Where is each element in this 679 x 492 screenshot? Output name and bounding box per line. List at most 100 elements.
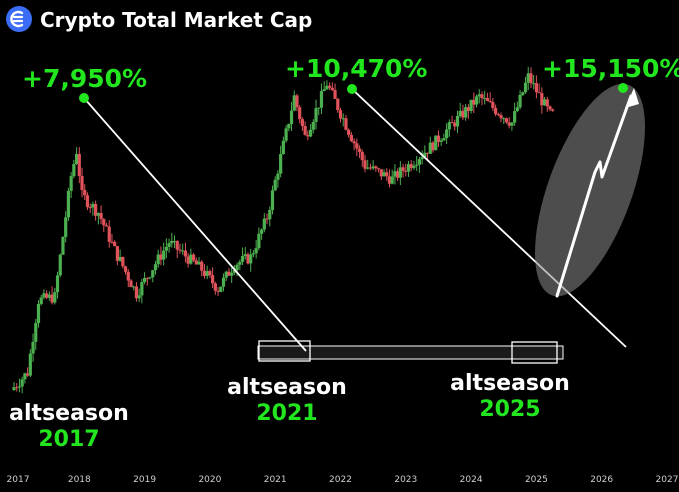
candle-body bbox=[69, 176, 73, 191]
peak-marker-2018 bbox=[79, 93, 89, 103]
header: Crypto Total Market Cap bbox=[6, 6, 312, 32]
candle-body bbox=[102, 219, 106, 226]
candle-body bbox=[352, 141, 356, 144]
altseason-label-2025: altseason bbox=[450, 371, 570, 396]
candle-body bbox=[137, 295, 141, 299]
candle-body bbox=[344, 118, 348, 130]
candle-body bbox=[477, 94, 481, 97]
candle-body bbox=[80, 175, 84, 190]
candle-body bbox=[107, 226, 111, 242]
candle-body bbox=[328, 85, 332, 88]
candle-body bbox=[284, 128, 288, 141]
candle-body bbox=[428, 142, 432, 154]
candle-body bbox=[53, 292, 57, 303]
candle-body bbox=[23, 373, 27, 380]
candle-body bbox=[265, 218, 269, 220]
candle-body bbox=[34, 322, 38, 342]
candle-body bbox=[186, 256, 190, 264]
candle-body bbox=[464, 107, 468, 118]
logo-icon bbox=[6, 6, 32, 32]
candle-body bbox=[491, 102, 495, 108]
candle-body bbox=[368, 167, 373, 169]
candle-body bbox=[480, 94, 484, 99]
candle-body bbox=[529, 73, 533, 84]
candle-body bbox=[485, 98, 490, 102]
candle-body bbox=[436, 135, 441, 142]
gain-label-2026: +15,150% bbox=[542, 54, 679, 83]
candle-body bbox=[91, 203, 95, 208]
candle-body bbox=[31, 341, 35, 354]
candle-body bbox=[132, 286, 136, 288]
arrow-head-icon bbox=[625, 88, 639, 108]
candle-body bbox=[513, 111, 517, 123]
candle-body bbox=[17, 386, 22, 388]
candle-body bbox=[118, 256, 122, 261]
x-tick-label: 2018 bbox=[68, 475, 91, 485]
x-tick-label: 2021 bbox=[264, 475, 287, 485]
candle-body bbox=[64, 217, 68, 237]
candle-body bbox=[99, 213, 103, 220]
candle-body bbox=[415, 164, 419, 166]
candle-body bbox=[336, 98, 340, 111]
candle-body bbox=[349, 134, 353, 142]
candle-body bbox=[417, 159, 422, 165]
candle-body bbox=[227, 271, 231, 276]
candle-body bbox=[450, 122, 454, 124]
candle-body bbox=[200, 261, 204, 271]
candle-body bbox=[502, 118, 506, 120]
altseason-label-2021: altseason bbox=[227, 375, 347, 400]
candle-body bbox=[15, 387, 19, 389]
candle-body bbox=[197, 261, 201, 265]
candle-body bbox=[504, 118, 509, 123]
candle-body bbox=[472, 99, 476, 105]
candle-body bbox=[167, 243, 171, 247]
candle-body bbox=[115, 246, 119, 261]
candle-body bbox=[534, 83, 538, 93]
candle-body bbox=[398, 167, 402, 178]
candle-body bbox=[412, 165, 416, 169]
x-tick-label: 2019 bbox=[133, 475, 156, 485]
candle-body bbox=[213, 283, 217, 291]
candle-body bbox=[445, 129, 449, 139]
candle-body bbox=[300, 119, 305, 126]
candle-body bbox=[474, 96, 479, 105]
candle-body bbox=[523, 82, 528, 93]
altseason-year-2017: 2017 bbox=[38, 427, 99, 452]
candle-body bbox=[121, 256, 125, 267]
candle-body bbox=[211, 275, 215, 284]
candle-body bbox=[66, 190, 71, 218]
candle-body bbox=[72, 163, 76, 177]
candle-body bbox=[390, 176, 394, 184]
candle-body bbox=[537, 92, 541, 94]
candle-body bbox=[45, 293, 49, 298]
x-tick-label: 2020 bbox=[198, 475, 221, 485]
candle-body bbox=[257, 233, 261, 249]
trendline-2018 bbox=[83, 97, 307, 352]
candle-body bbox=[159, 254, 163, 260]
candle-body bbox=[526, 73, 530, 83]
candle-body bbox=[311, 121, 315, 130]
candle-body bbox=[232, 269, 236, 273]
candle-body bbox=[88, 207, 92, 209]
candle-body bbox=[431, 142, 435, 151]
candle-body bbox=[322, 89, 326, 92]
x-tick-label: 2024 bbox=[460, 475, 483, 485]
candle-body bbox=[314, 108, 318, 122]
candle-body bbox=[371, 166, 375, 169]
candle-body bbox=[12, 387, 16, 390]
candle-body bbox=[262, 218, 266, 230]
candle-body bbox=[379, 169, 383, 177]
candle-body bbox=[230, 272, 234, 276]
candle-body bbox=[42, 293, 46, 298]
candle-body bbox=[461, 110, 465, 118]
candle-body bbox=[208, 271, 212, 276]
candle-body bbox=[172, 240, 177, 242]
candle-body bbox=[20, 379, 24, 387]
candle-body bbox=[153, 264, 158, 271]
candle-body bbox=[488, 101, 492, 103]
x-axis: 2017 2018 2019 2020 2021 2022 2023 2024 2025 2026… bbox=[7, 475, 679, 485]
x-tick-label: 2022 bbox=[329, 475, 352, 485]
x-tick-label: 2025 bbox=[525, 475, 548, 485]
candle-body bbox=[83, 189, 87, 196]
candle-body bbox=[235, 264, 239, 270]
